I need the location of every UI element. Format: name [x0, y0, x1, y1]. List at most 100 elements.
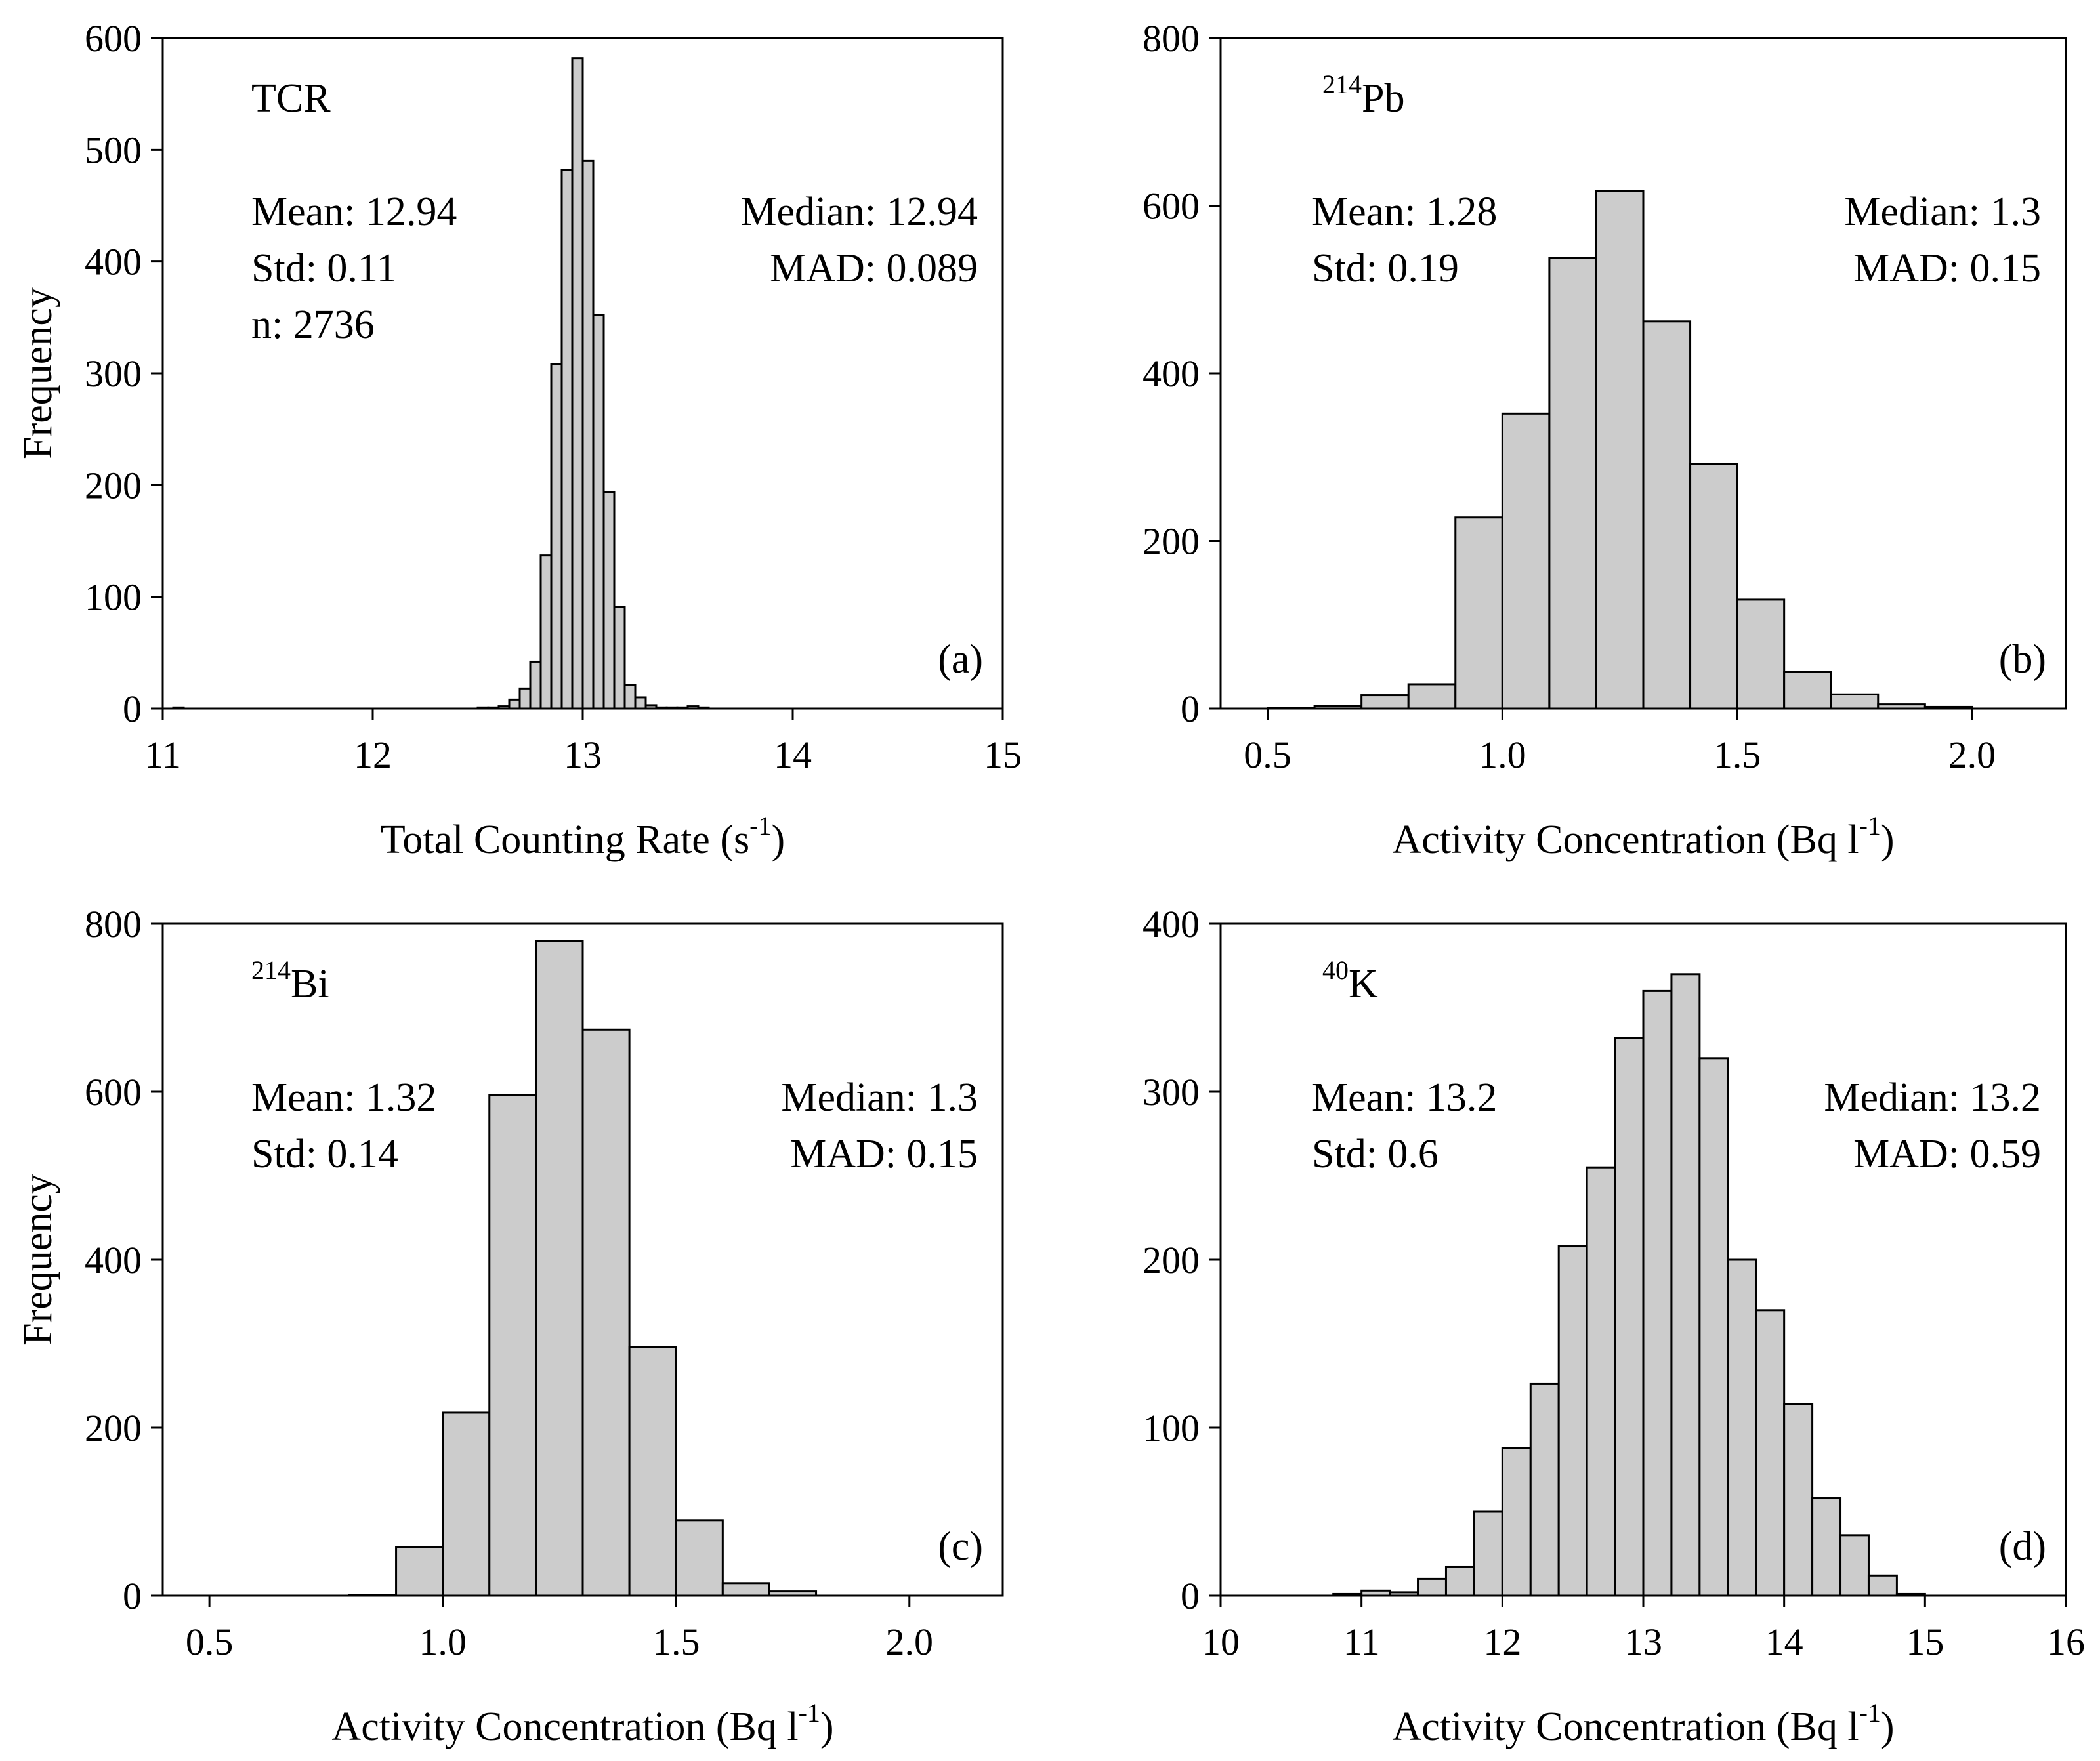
x-tick-label: 12	[1483, 1621, 1521, 1663]
stats-right-line: Median: 12.94	[740, 190, 978, 234]
y-tick-label: 300	[1143, 1071, 1200, 1113]
x-tick-label: 15	[1906, 1621, 1944, 1663]
panel-letter: (a)	[938, 637, 983, 682]
y-tick-label: 200	[85, 464, 142, 507]
histogram-bar	[602, 491, 616, 710]
histogram-bar	[1670, 973, 1701, 1597]
stats-left-line: Std: 0.11	[251, 246, 397, 291]
histogram-bar	[529, 660, 542, 710]
x-axis-title: Activity Concentration (Bq l-1)	[331, 1698, 833, 1749]
stats-left-line: Mean: 1.28	[1312, 190, 1497, 234]
series-label: 214Bi	[251, 955, 329, 1006]
stats-right-line: Median: 1.3	[1844, 190, 2041, 234]
histogram-bar	[581, 1028, 631, 1597]
x-tick-label: 10	[1202, 1621, 1240, 1663]
stats-left-line: n: 2736	[251, 302, 375, 347]
x-tick-label: 13	[1624, 1621, 1662, 1663]
panel-letter: (b)	[1999, 637, 2046, 682]
histogram-bar	[721, 1582, 770, 1597]
y-tick-label: 400	[85, 1239, 142, 1281]
histogram-bar	[1473, 1510, 1503, 1597]
x-tick-label: 1.5	[1713, 734, 1761, 776]
histogram-bar	[571, 57, 584, 710]
x-tick-label: 12	[354, 734, 392, 776]
y-tick-label: 600	[1143, 185, 1200, 228]
y-tick-label: 0	[1181, 688, 1200, 730]
histogram-bar	[488, 1094, 537, 1597]
histogram-bar	[1783, 1403, 1814, 1597]
histogram-bar	[1783, 671, 1832, 710]
histogram-bar	[1689, 463, 1738, 710]
histogram-bar	[675, 1519, 724, 1597]
histogram-bar	[1529, 1382, 1560, 1597]
histogram-bar	[1867, 1574, 1898, 1597]
stats-right-line: MAD: 0.15	[790, 1132, 978, 1176]
histogram-bar	[1501, 412, 1551, 710]
histogram-bar	[1614, 1037, 1645, 1597]
histogram-bar	[1839, 1534, 1870, 1597]
y-axis-title: Frequency	[16, 287, 60, 459]
y-tick-label: 0	[123, 688, 142, 730]
y-tick-label: 400	[1143, 903, 1200, 945]
histogram-bar	[592, 314, 605, 710]
histogram-bar	[1557, 1245, 1588, 1597]
histogram-bar	[1417, 1577, 1447, 1597]
stats-right-line: MAD: 0.089	[770, 246, 978, 291]
histogram-bar	[1501, 1447, 1532, 1597]
stats-right-line: Median: 13.2	[1824, 1075, 2041, 1120]
histogram-bar	[518, 687, 532, 710]
x-tick-label: 15	[984, 734, 1022, 776]
y-tick-label: 500	[85, 129, 142, 171]
x-tick-label: 0.5	[186, 1621, 234, 1663]
series-label: 214Pb	[1322, 70, 1404, 121]
x-tick-label: 1.5	[652, 1621, 700, 1663]
y-tick-label: 800	[1143, 17, 1200, 60]
y-axis-title: Frequency	[16, 1174, 60, 1346]
histogram-bar	[442, 1411, 491, 1597]
panel-letter: (c)	[938, 1524, 983, 1569]
histogram-bar	[508, 698, 521, 710]
y-tick-label: 600	[85, 1071, 142, 1113]
y-tick-label: 100	[85, 576, 142, 619]
y-tick-label: 0	[123, 1575, 142, 1617]
histogram-bar	[539, 554, 553, 710]
histogram-bar	[1444, 1565, 1475, 1597]
histogram-bar	[1755, 1309, 1786, 1597]
histogram-bar	[581, 159, 595, 710]
x-tick-label: 0.5	[1244, 734, 1292, 776]
series-label: 40K	[1322, 955, 1378, 1006]
y-tick-label: 200	[85, 1407, 142, 1449]
panel-letter: (d)	[1999, 1524, 2046, 1569]
x-tick-label: 16	[2047, 1621, 2085, 1663]
histogram-bar	[550, 363, 563, 710]
histogram-bar	[613, 606, 626, 710]
histogram-bar	[1360, 694, 1410, 710]
stats-left-line: Mean: 1.32	[251, 1075, 436, 1120]
histogram-bar	[1727, 1258, 1757, 1597]
histogram-bar	[395, 1546, 444, 1597]
x-axis-title: Activity Concentration (Bq l-1)	[1392, 811, 1894, 862]
stats-right-line: MAD: 0.15	[1853, 246, 2041, 291]
chart-panel-2: 0 200 400 600 800 0.5 1.0 1.5 2.0 Activity Concen…	[1143, 17, 2067, 862]
stats-left-line: Std: 0.6	[1312, 1132, 1438, 1176]
stats-right-line: MAD: 0.59	[1853, 1132, 2041, 1176]
histogram-bar	[560, 169, 574, 710]
y-tick-label: 0	[1181, 1575, 1200, 1617]
histogram-bar	[1830, 693, 1880, 710]
x-axis-title: Activity Concentration (Bq l-1)	[1392, 1698, 1894, 1749]
y-tick-label: 400	[85, 241, 142, 283]
x-tick-label: 1.0	[1479, 734, 1526, 776]
x-tick-label: 11	[144, 734, 181, 776]
x-tick-label: 11	[1343, 1621, 1380, 1663]
stats-left-line: Mean: 13.2	[1312, 1075, 1497, 1120]
histogram-bar	[1698, 1057, 1729, 1597]
histogram-bar	[628, 1346, 677, 1597]
histogram-bar	[1736, 598, 1786, 710]
stats-left-line: Mean: 12.94	[251, 190, 457, 234]
histogram-bar	[1811, 1497, 1842, 1597]
x-axis-title: Total Counting Rate (s-1)	[381, 811, 785, 862]
stats-left-line: Std: 0.19	[1312, 246, 1459, 291]
y-tick-label: 100	[1143, 1407, 1200, 1449]
y-tick-label: 600	[85, 17, 142, 60]
